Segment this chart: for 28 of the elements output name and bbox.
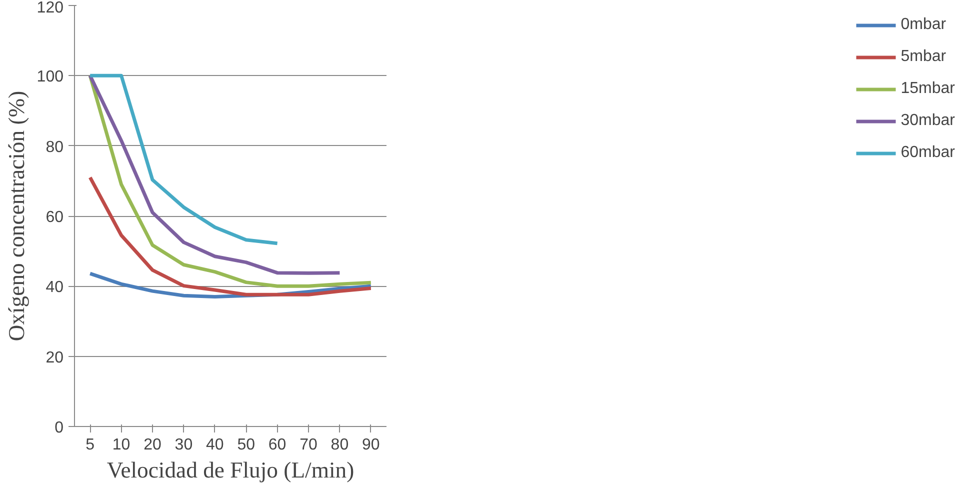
x-tick-label: 60 [268,436,286,454]
legend-label: 0mbar [900,16,946,34]
y-tick-label: 40 [46,279,64,296]
line-series [88,74,373,288]
x-tick-label: 40 [206,436,224,454]
y-tick-label: 100 [36,68,64,86]
x-tick-label: 50 [237,436,256,454]
y-tick-label: 80 [46,138,64,156]
x-tick-label: 90 [362,436,380,454]
line-series [88,74,342,275]
x-tick-label: 30 [174,436,193,454]
legend-label: 30mbar [900,112,955,130]
x-tick-label: 70 [300,436,318,454]
x-axis-title: Velocidad de Flujo (L/min) [106,458,354,482]
y-tick-label: 60 [46,209,64,226]
legend-label: 15mbar [900,80,955,98]
x-tick-label: 20 [144,436,162,454]
line-series [88,74,280,246]
x-tick-label: 5 [86,436,95,454]
y-tick-label: 20 [46,349,64,366]
line-series [88,176,373,296]
x-tick-label: 80 [330,436,349,454]
legend-label: 60mbar [900,144,955,162]
y-tick-label: 120 [36,0,64,16]
x-tick-label: 10 [112,436,130,454]
legend-label: 5mbar [900,48,946,66]
y-tick-label: 0 [54,420,64,436]
y-axis-title: Oxígeno concentración (%) [4,90,29,342]
